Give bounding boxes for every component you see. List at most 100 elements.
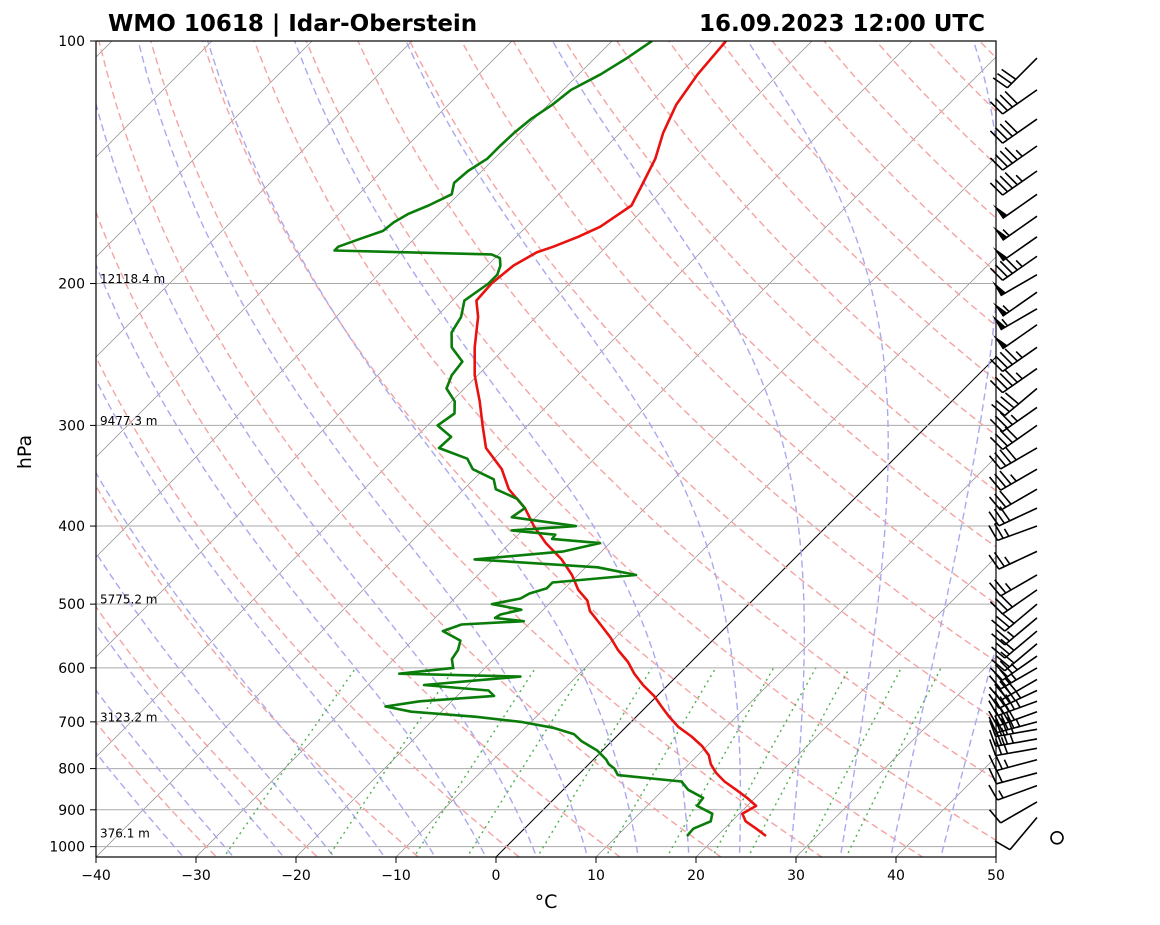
barb-half [1010, 414, 1018, 422]
barb-full [988, 716, 998, 734]
barb-full [989, 436, 1004, 451]
barb-full [1004, 172, 1018, 186]
barb-full [991, 659, 1006, 672]
wind-barb [992, 291, 1038, 317]
barb-staff [1009, 816, 1038, 851]
wind-barb [992, 324, 1038, 350]
wind-barb [988, 468, 1038, 491]
barb-full [994, 663, 1009, 678]
barb-full [994, 376, 1009, 390]
barb-full [1004, 677, 1017, 692]
height-label: 9477.3 m [100, 414, 158, 428]
barb-staff [1002, 215, 1038, 241]
isotherm [96, 41, 713, 658]
barb-full [999, 429, 1013, 444]
barb-staff [996, 772, 1038, 785]
barb-full [994, 97, 1009, 112]
x-tick-label: −10 [381, 868, 411, 884]
barb-staff [1002, 118, 1038, 144]
y-tick-label: 300 [58, 418, 85, 434]
dry-adiabat [771, 41, 996, 273]
barb-staff [1000, 678, 1038, 702]
barb-full [991, 403, 1006, 417]
wind-barb [989, 170, 1038, 196]
isotherm [795, 656, 996, 857]
barb-staff [1000, 667, 1038, 690]
wind-barb [992, 215, 1038, 241]
barb-full [999, 94, 1013, 108]
barb-full [994, 493, 1007, 508]
barb-full [988, 754, 998, 771]
barb-full [999, 260, 1013, 275]
barb-full [999, 490, 1012, 505]
wind-barb [991, 630, 1038, 659]
y-tick-label: 700 [58, 715, 85, 731]
barb-staff [1002, 367, 1038, 394]
wind-barb [991, 643, 1038, 672]
wind-barb [992, 57, 1038, 89]
barb-staff [996, 758, 1038, 772]
barb-staff [1000, 574, 1038, 597]
barb-full [994, 597, 1009, 612]
wind-barb [989, 255, 1038, 281]
barb-full [988, 784, 999, 801]
isotherm [96, 41, 813, 758]
dry-adiabat [1135, 41, 1160, 864]
y-tick-label: 500 [58, 597, 85, 613]
x-tick-label: −20 [281, 868, 311, 884]
barb-pennant [992, 334, 1008, 349]
barb-full [989, 267, 1004, 281]
x-tick-label: 30 [787, 868, 805, 884]
barb-full [1004, 90, 1018, 105]
barb-staff [1004, 617, 1038, 646]
dry-adiabat [96, 605, 319, 857]
barb-full [989, 182, 1004, 196]
wind-barb [988, 446, 1038, 470]
barb-full [999, 150, 1013, 164]
mixing-ratio-line [845, 667, 942, 857]
wind-barbs [988, 57, 1064, 851]
moist-adiabat [96, 623, 285, 857]
wind-barb [988, 550, 1038, 570]
barb-full [989, 667, 1004, 681]
barb-full [988, 700, 999, 717]
barb-full [988, 693, 1000, 709]
barb-full [989, 157, 1004, 171]
barb-staff [1000, 447, 1038, 470]
barb-full [988, 710, 999, 727]
dry-adiabat [409, 41, 996, 663]
barb-full [989, 418, 1004, 433]
barb-staff [1002, 89, 1038, 115]
barb-full [993, 508, 1006, 524]
barb-full [988, 476, 1002, 491]
barb-staff [1002, 424, 1038, 451]
barb-full [999, 470, 1012, 485]
barb-half [1004, 582, 1012, 591]
barb-full [999, 411, 1013, 426]
barb-full [999, 660, 1013, 674]
isotherm [96, 41, 413, 358]
dry-adiabat [719, 41, 996, 327]
barb-full [988, 554, 1000, 570]
barb-staff [995, 728, 1038, 738]
dry-adiabat [96, 355, 521, 857]
chart-curves [333, 41, 767, 838]
isotherm [1089, 23, 1160, 864]
wind-barb [992, 236, 1038, 262]
barb-full [994, 355, 1009, 369]
barb-full [992, 77, 1008, 89]
dry-adiabat [875, 41, 996, 166]
wind-barb [991, 387, 1038, 417]
barb-full [993, 698, 1004, 714]
x-tick-label: −30 [181, 868, 211, 884]
barb-staff [1002, 291, 1038, 317]
barb-full [988, 739, 997, 756]
barb-staff [997, 525, 1038, 542]
barb-staff [1004, 603, 1038, 632]
barb-full [988, 455, 1002, 470]
barb-half [1003, 759, 1009, 768]
wind-barb [988, 712, 1038, 734]
isotherm [96, 41, 913, 857]
wind-barb [992, 273, 1038, 297]
dry-adiabat [96, 210, 622, 857]
